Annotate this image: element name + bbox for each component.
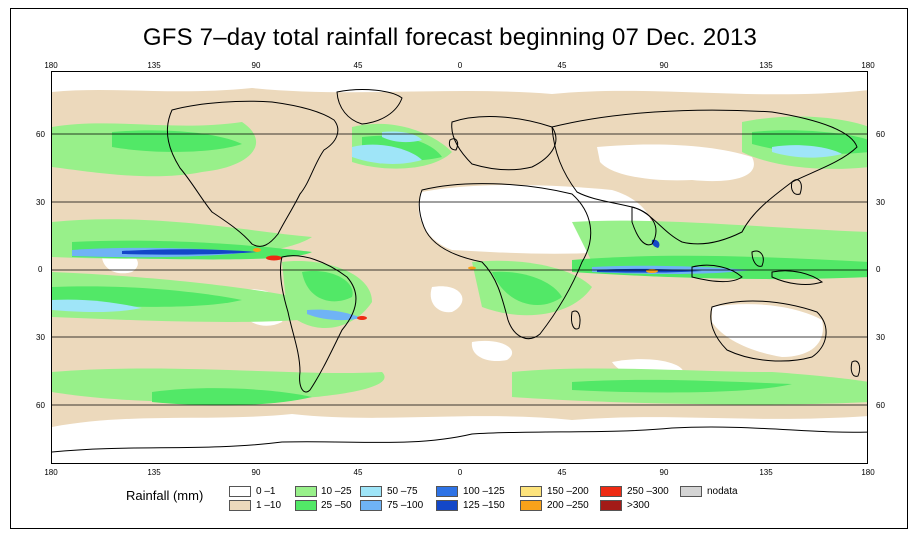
top-lon-label: 45: [353, 61, 363, 70]
top-lon-label: 135: [759, 61, 773, 70]
left-lat-label: 30: [36, 198, 45, 207]
map-title: GFS 7–day total rainfall forecast beginn…: [142, 24, 758, 51]
legend-swatch: [436, 500, 458, 511]
legend-swatch: [295, 486, 317, 497]
left-lat-label: 30: [36, 333, 45, 342]
bottom-lon-label: 0: [457, 468, 463, 477]
legend-label: 250 –300: [627, 486, 669, 497]
top-lon-label: 180: [44, 61, 58, 70]
bottom-lon-label: 180: [44, 468, 58, 477]
bottom-lon-label: 135: [759, 468, 773, 477]
coastlines: [166, 89, 861, 393]
legend-label: 50 –75: [387, 486, 418, 497]
top-lon-label: 45: [557, 61, 567, 70]
rainfall-map: [51, 71, 868, 464]
top-lon-label: 180: [861, 61, 875, 70]
bottom-lon-label: 90: [659, 468, 669, 477]
rainfall-map-canvas: [52, 72, 867, 463]
right-lat-label: 30: [876, 198, 885, 207]
right-lat-label: 30: [876, 333, 885, 342]
figure-frame: [10, 8, 908, 529]
right-lat-label: 60: [876, 130, 885, 139]
bottom-lon-label: 90: [251, 468, 261, 477]
top-lon-label: 0: [457, 61, 463, 70]
legend-swatch: [229, 500, 251, 511]
left-lat-label: 0: [38, 265, 43, 274]
bottom-lon-label: 180: [861, 468, 875, 477]
legend-swatch: [360, 486, 382, 497]
top-lon-label: 90: [251, 61, 261, 70]
legend-swatch: [600, 486, 622, 497]
bottom-lon-label: 45: [557, 468, 567, 477]
legend-label: 150 –200: [547, 486, 589, 497]
right-lat-label: 60: [876, 401, 885, 410]
right-lat-label: 0: [876, 265, 881, 274]
legend-swatch: [360, 500, 382, 511]
legend-swatch: [436, 486, 458, 497]
graticule: [52, 133, 867, 406]
legend-title: Rainfall (mm): [126, 488, 204, 503]
bottom-lon-label: 45: [353, 468, 363, 477]
legend-label: 1 –10: [256, 500, 282, 511]
top-lon-label: 90: [659, 61, 669, 70]
legend-label: 200 –250: [547, 500, 589, 511]
left-lat-label: 60: [36, 130, 45, 139]
legend-label: nodata: [707, 486, 738, 497]
top-lon-label: 135: [147, 61, 161, 70]
bottom-lon-label: 135: [147, 468, 161, 477]
legend-label: 0 –1: [256, 486, 276, 497]
legend-label: 75 –100: [387, 500, 424, 511]
legend-swatch: [229, 486, 251, 497]
legend-label: 25 –50: [321, 500, 352, 511]
left-lat-label: 60: [36, 401, 45, 410]
legend-swatch: [520, 486, 542, 497]
antarctica-coast: [52, 426, 867, 453]
legend-label: 100 –125: [463, 486, 505, 497]
legend-swatch: [680, 486, 702, 497]
legend-label: 125 –150: [463, 500, 505, 511]
legend-swatch: [295, 500, 317, 511]
legend-label: >300: [627, 500, 650, 511]
legend-swatch: [520, 500, 542, 511]
legend-label: 10 –25: [321, 486, 352, 497]
rain-50-75: [52, 131, 842, 312]
legend-swatch: [600, 500, 622, 511]
